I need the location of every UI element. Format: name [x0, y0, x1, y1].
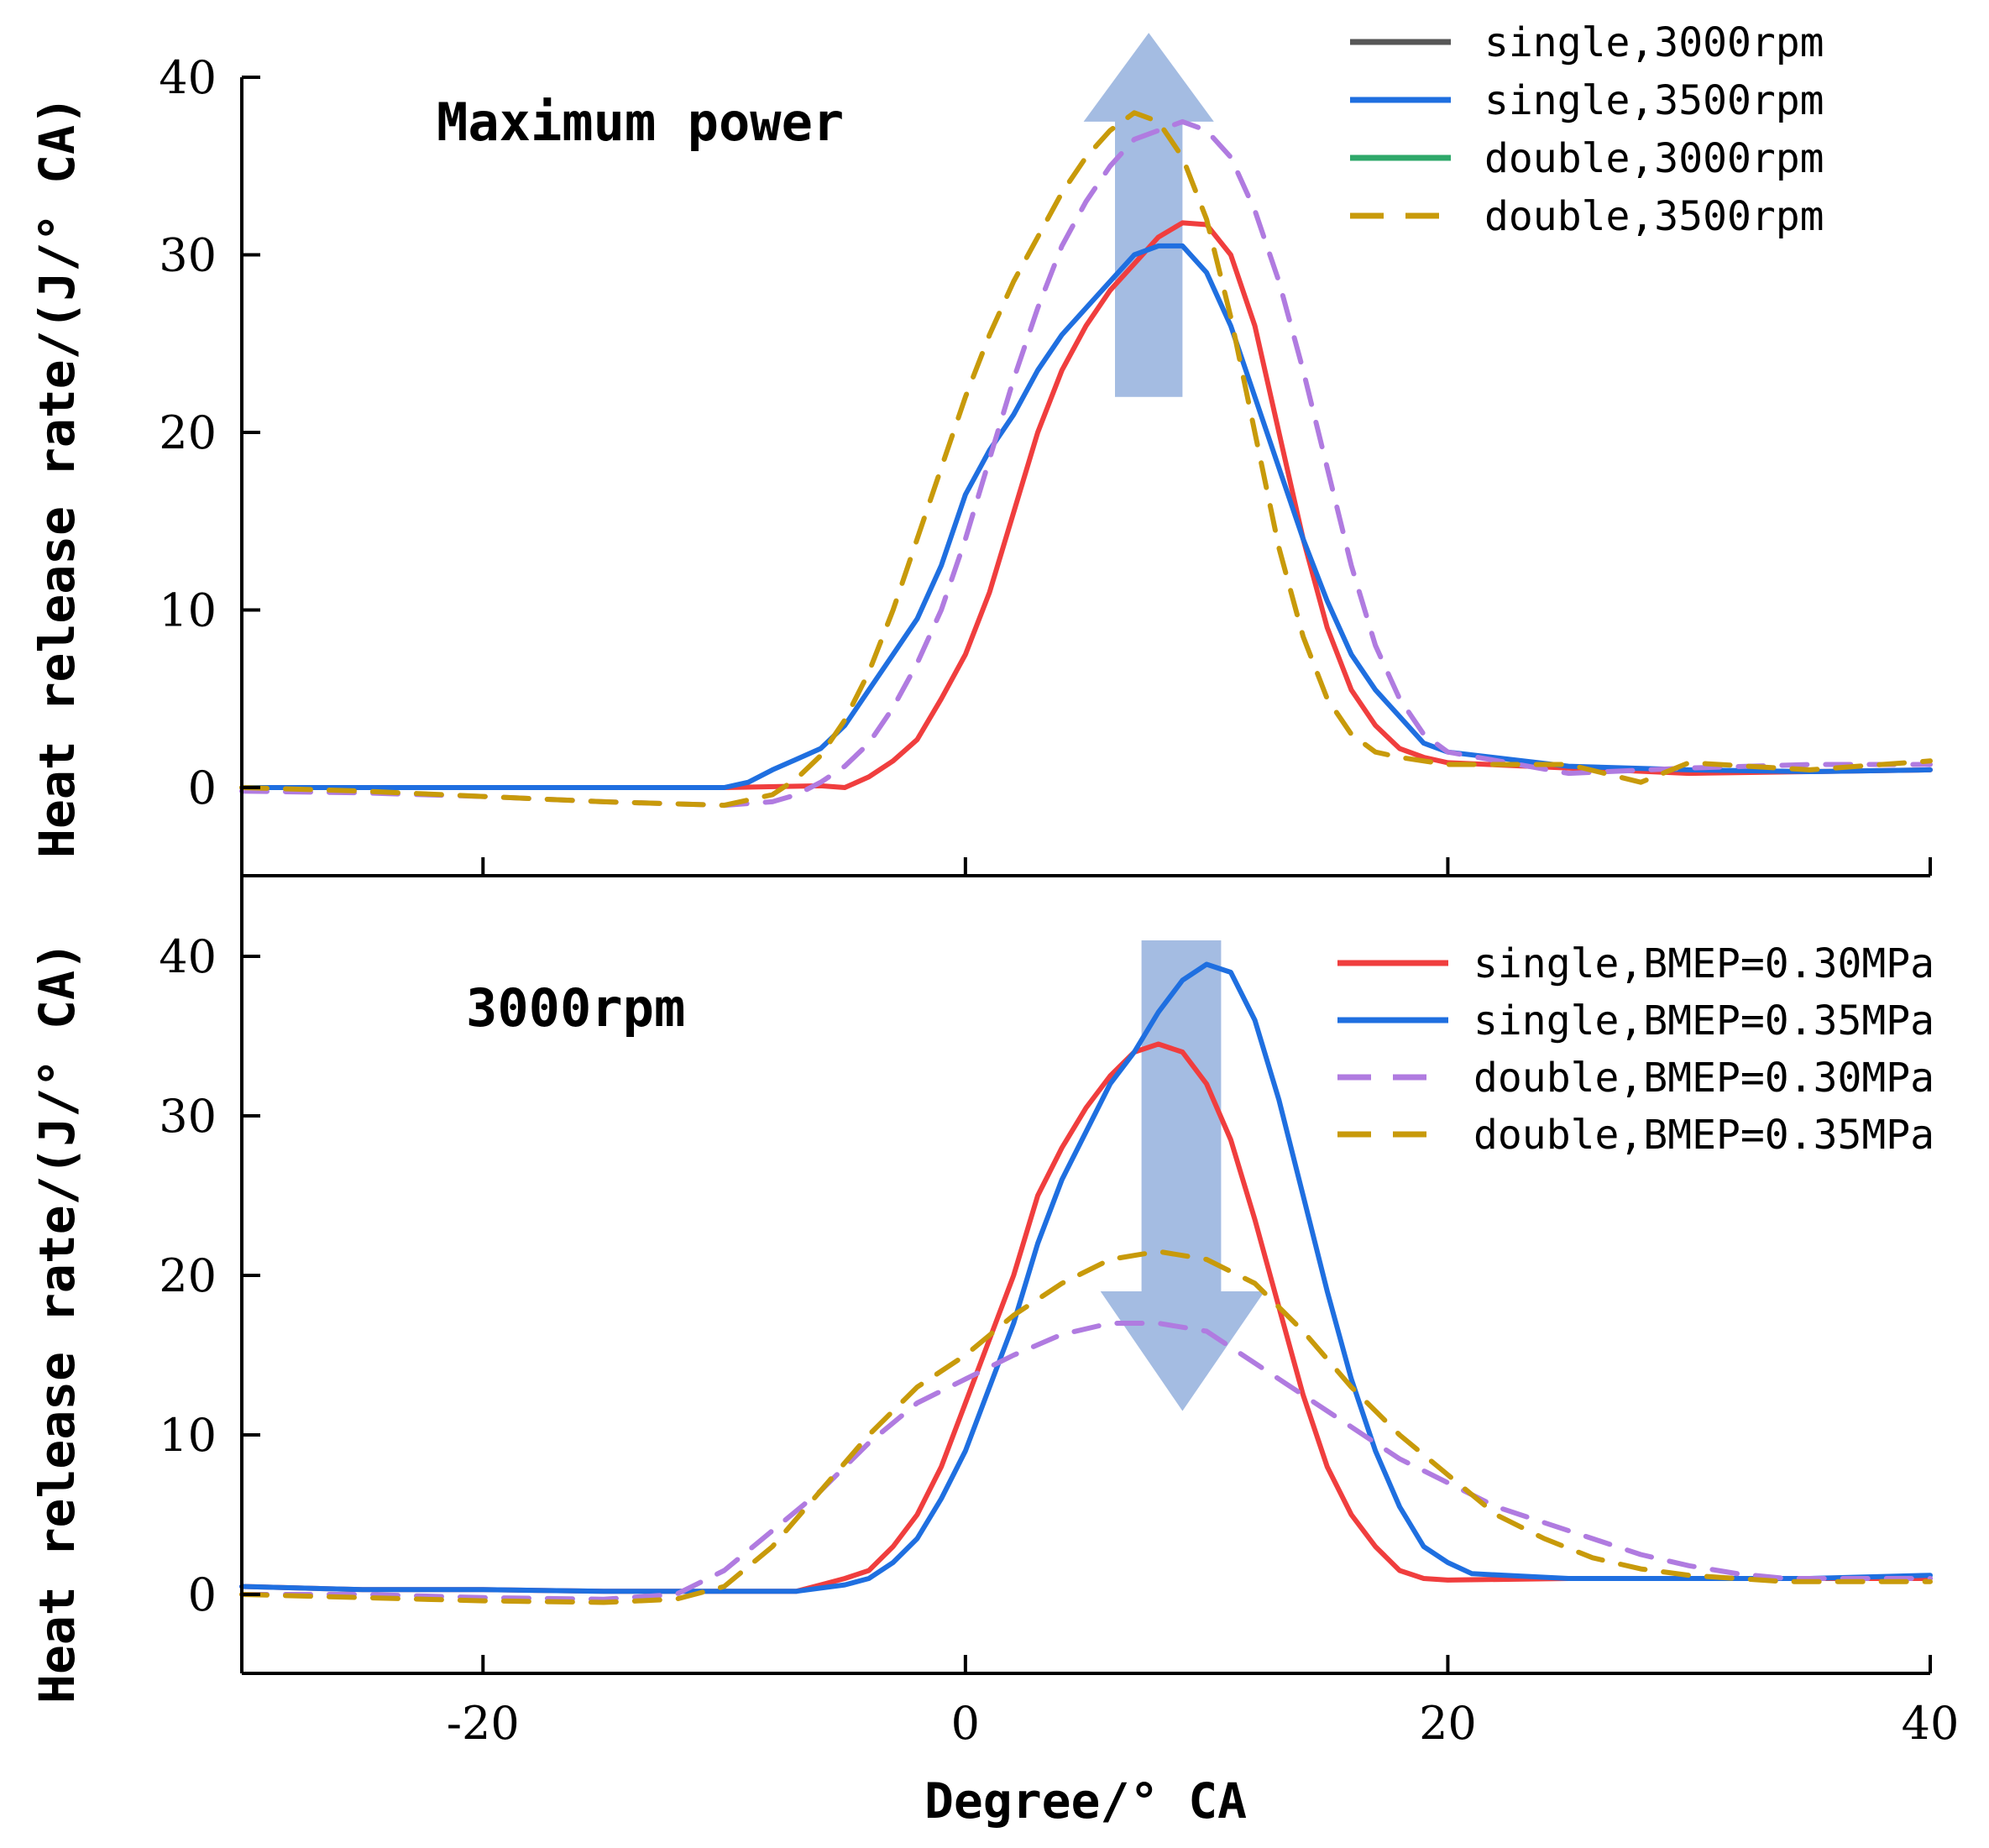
bottom-legend-label: double,BMEP=0.35MPa — [1473, 1112, 1934, 1159]
down-arrow-shape — [1100, 940, 1265, 1411]
top-panel-title: Maximum power — [437, 92, 844, 153]
xtick-label: -20 — [447, 1697, 520, 1750]
top-series-line-3 — [239, 118, 1933, 809]
bottom-series-line-3 — [239, 1321, 1933, 1602]
top-series-group — [239, 110, 1933, 809]
top-ytick-label: 40 — [159, 51, 217, 104]
xtick-label: 40 — [1902, 1697, 1960, 1750]
decrease-arrow — [1100, 940, 1265, 1411]
bottom-series-line-4 — [239, 1249, 1933, 1605]
bottom-series-line-2 — [239, 961, 1933, 1594]
top-legend-label: single,3500rpm — [1484, 77, 1824, 124]
x-axis-label: Degree/° CA — [924, 1772, 1247, 1830]
bottom-legend-label: single,BMEP=0.30MPa — [1473, 940, 1934, 987]
top-panel: 0 10 20 30 40 Maximum power Heat release rat… — [29, 19, 1933, 877]
top-y-axis-label: Heat release rate/(J/° CA) — [29, 96, 86, 858]
bottom-ytick-label: 0 — [188, 1568, 217, 1621]
xtick-label: 20 — [1419, 1697, 1477, 1750]
bottom-y-ticks: 0 10 20 30 40 — [159, 930, 260, 1621]
top-legend-label: single,3000rpm — [1484, 19, 1824, 66]
top-series-line-4 — [239, 110, 1933, 809]
xtick-label: 0 — [951, 1697, 980, 1750]
up-arrow-shape — [1083, 33, 1214, 397]
top-legend-label: double,3000rpm — [1484, 135, 1824, 182]
top-series-line-2 — [239, 243, 1933, 790]
top-ytick-label: 30 — [159, 229, 217, 282]
bottom-y-axis-label: Heat release rate/(J/° CA) — [29, 941, 86, 1704]
bottom-ytick-label: 10 — [159, 1409, 217, 1462]
top-x-ticks — [481, 857, 1932, 876]
bottom-ytick-label: 40 — [159, 930, 217, 983]
bottom-ytick-label: 30 — [159, 1090, 217, 1143]
bottom-legend-label: single,BMEP=0.35MPa — [1473, 997, 1934, 1044]
increase-arrow — [1083, 33, 1214, 397]
bottom-panel-title: 3000rpm — [466, 977, 685, 1039]
bottom-series-line-1 — [239, 1041, 1933, 1594]
bottom-legend-label: double,BMEP=0.30MPa — [1473, 1055, 1934, 1102]
bottom-ytick-label: 20 — [159, 1249, 217, 1302]
bottom-legend: single,BMEP=0.30MPa single,BMEP=0.35MPa do… — [1337, 940, 1934, 1159]
bottom-x-ticks: -20 0 20 40 — [447, 1655, 1960, 1750]
top-ytick-label: 0 — [188, 762, 217, 814]
bottom-series-group — [239, 961, 1933, 1605]
top-legend: single,3000rpm single,3500rpm double,3000r… — [1350, 19, 1824, 240]
top-legend-label: double,3500rpm — [1484, 193, 1824, 240]
bottom-panel: 0 10 20 30 40 -20 0 20 40 3000rpm Heat release … — [29, 876, 1959, 1750]
top-y-ticks: 0 10 20 30 40 — [159, 51, 260, 814]
top-ytick-label: 10 — [159, 584, 217, 637]
top-ytick-label: 20 — [159, 406, 217, 459]
top-series-line-1 — [239, 220, 1933, 790]
